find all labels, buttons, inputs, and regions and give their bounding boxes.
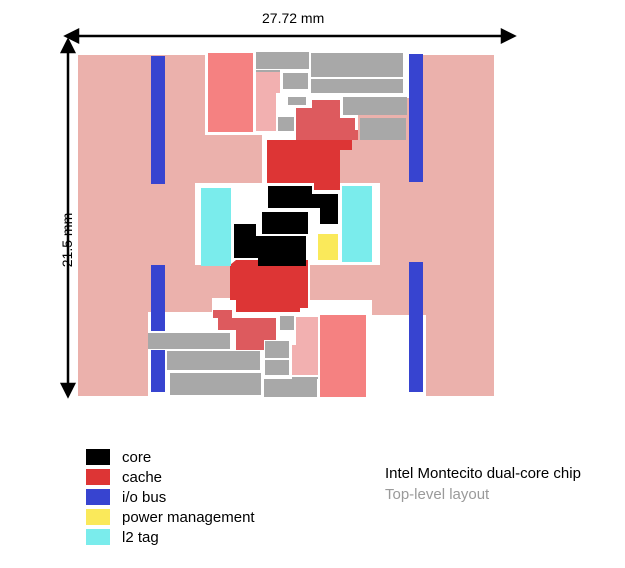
- cache-mid-blocks: [213, 100, 358, 350]
- io-bus-bottom-left-2: [151, 350, 165, 392]
- legend-label: cache: [122, 468, 163, 486]
- caption-title: Intel Montecito dual-core chip: [385, 465, 581, 482]
- caption-subtitle: Top-level layout: [385, 486, 490, 503]
- right-logic-region: [310, 55, 494, 396]
- width-arrow: [63, 27, 517, 45]
- legend-item-l2-tag: l2 tag: [86, 527, 255, 547]
- legend-item-power-management: power management: [86, 507, 255, 527]
- legend-label: core: [122, 448, 152, 466]
- left-logic-region: [78, 55, 262, 396]
- legend-label: power management: [122, 508, 255, 526]
- cache-main-blocks: [230, 140, 352, 312]
- io-bus-top-right: [409, 54, 423, 182]
- legend-item-cache: cache: [86, 467, 255, 487]
- legend-swatch: [86, 509, 110, 525]
- legend-swatch: [86, 529, 110, 545]
- core-blocks: [234, 186, 338, 266]
- legend-swatch: [86, 449, 110, 465]
- height-arrow: [59, 37, 77, 399]
- chip-floorplan: [59, 27, 517, 399]
- height-dimension-label: 21.5 mm: [59, 212, 75, 268]
- legend-label: i/o bus: [122, 488, 167, 506]
- width-dimension-label: 27.72 mm: [262, 10, 325, 26]
- legend-swatch: [86, 489, 110, 505]
- tag-pink-blocks: [256, 72, 318, 375]
- misc-blocks-bottom: [148, 316, 318, 397]
- cache-light-blocks: [208, 53, 366, 397]
- l2-tag-left: [201, 188, 231, 266]
- cache-block-bottom: [320, 315, 366, 397]
- misc-blocks-top: [256, 52, 407, 140]
- legend-item-io-bus: i/o bus: [86, 487, 255, 507]
- io-bus-top-left: [151, 56, 165, 184]
- legend-item-core: core: [86, 447, 255, 467]
- io-bus-blocks: [151, 54, 423, 392]
- legend-swatch: [86, 469, 110, 485]
- legend-label: l2 tag: [122, 528, 159, 546]
- l2-tag-blocks: [201, 186, 372, 266]
- io-bus-bottom-right: [409, 262, 423, 392]
- io-bus-bottom-left-1: [151, 265, 165, 331]
- legend: core cache i/o bus power management l2 t…: [86, 447, 255, 547]
- power-management-block: [318, 234, 338, 260]
- l2-tag-right: [342, 186, 372, 262]
- cache-block-top: [208, 53, 253, 132]
